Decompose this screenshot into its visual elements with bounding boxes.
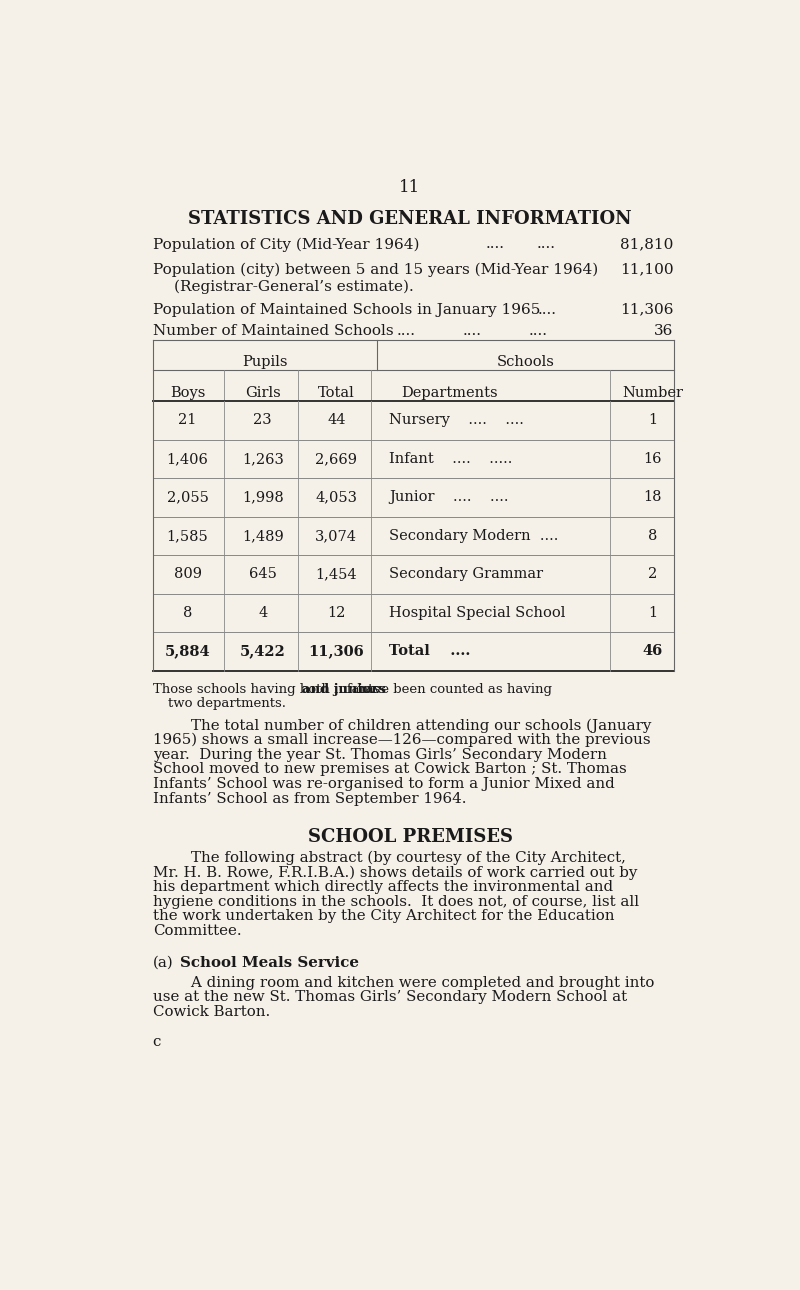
Text: Total    ....: Total .... bbox=[389, 645, 470, 658]
Text: Those schools having both infants: Those schools having both infants bbox=[153, 682, 384, 697]
Text: Pupils: Pupils bbox=[242, 355, 288, 369]
Text: Hospital Special School: Hospital Special School bbox=[389, 606, 566, 620]
Text: 21: 21 bbox=[178, 414, 197, 427]
Text: Total: Total bbox=[318, 386, 354, 400]
Text: STATISTICS AND GENERAL INFORMATION: STATISTICS AND GENERAL INFORMATION bbox=[188, 210, 632, 228]
Text: School Meals Service: School Meals Service bbox=[180, 956, 359, 970]
Text: Girls: Girls bbox=[245, 386, 281, 400]
Text: 1: 1 bbox=[648, 606, 657, 620]
Text: Cowick Barton.: Cowick Barton. bbox=[153, 1005, 270, 1019]
Text: 46: 46 bbox=[642, 645, 662, 658]
Text: ....: .... bbox=[397, 324, 416, 338]
Text: year.  During the year St. Thomas Girls’ Secondary Modern: year. During the year St. Thomas Girls’ … bbox=[153, 748, 606, 761]
Text: the work undertaken by the City Architect for the Education: the work undertaken by the City Architec… bbox=[153, 909, 614, 924]
Text: ....: .... bbox=[462, 324, 482, 338]
Text: 2,669: 2,669 bbox=[315, 451, 358, 466]
Text: Population of Maintained Schools in January 1965: Population of Maintained Schools in Janu… bbox=[153, 303, 540, 316]
Text: Number: Number bbox=[622, 386, 683, 400]
Text: 11: 11 bbox=[399, 179, 421, 196]
Text: use at the new St. Thomas Girls’ Secondary Modern School at: use at the new St. Thomas Girls’ Seconda… bbox=[153, 991, 627, 1004]
Text: hygiene conditions in the schools.  It does not, of course, list all: hygiene conditions in the schools. It do… bbox=[153, 895, 639, 908]
Text: 645: 645 bbox=[249, 568, 277, 582]
Text: 1,585: 1,585 bbox=[166, 529, 209, 543]
Text: Schools: Schools bbox=[497, 355, 554, 369]
Text: 11,306: 11,306 bbox=[309, 645, 364, 658]
Text: 18: 18 bbox=[643, 490, 662, 504]
Text: Infants’ School was re-organised to form a Junior Mixed and: Infants’ School was re-organised to form… bbox=[153, 777, 614, 791]
Text: ....: .... bbox=[538, 303, 557, 316]
Text: Population of City (Mid-Year 1964): Population of City (Mid-Year 1964) bbox=[153, 237, 419, 252]
Text: 44: 44 bbox=[327, 414, 346, 427]
Text: SCHOOL PREMISES: SCHOOL PREMISES bbox=[307, 828, 513, 846]
Text: The following abstract (by courtesy of the City Architect,: The following abstract (by courtesy of t… bbox=[153, 851, 626, 866]
Text: 1,998: 1,998 bbox=[242, 490, 284, 504]
Text: 3,074: 3,074 bbox=[315, 529, 358, 543]
Text: A dining room and kitchen were completed and brought into: A dining room and kitchen were completed… bbox=[153, 975, 654, 989]
Text: 8: 8 bbox=[648, 529, 658, 543]
Text: Junior    ....    ....: Junior .... .... bbox=[389, 490, 509, 504]
Text: The total number of children attending our schools (January: The total number of children attending o… bbox=[153, 719, 651, 733]
Text: Secondary Modern  ....: Secondary Modern .... bbox=[389, 529, 558, 543]
Text: 11,306: 11,306 bbox=[620, 303, 674, 316]
Text: Boys: Boys bbox=[170, 386, 206, 400]
Text: Infants’ School as from September 1964.: Infants’ School as from September 1964. bbox=[153, 792, 466, 805]
Text: 81,810: 81,810 bbox=[620, 237, 674, 252]
Text: ....: .... bbox=[486, 237, 505, 252]
Text: 11,100: 11,100 bbox=[620, 263, 674, 276]
Text: (a): (a) bbox=[153, 956, 174, 970]
Text: ....: .... bbox=[537, 237, 556, 252]
Text: 809: 809 bbox=[174, 568, 202, 582]
Text: 2: 2 bbox=[648, 568, 658, 582]
Text: and juniors: and juniors bbox=[302, 682, 386, 697]
Text: 4: 4 bbox=[258, 606, 267, 620]
Text: ....: .... bbox=[529, 324, 547, 338]
Text: 1,454: 1,454 bbox=[315, 568, 357, 582]
Text: 1: 1 bbox=[648, 414, 657, 427]
Text: 23: 23 bbox=[254, 414, 272, 427]
Text: Number of Maintained Schools: Number of Maintained Schools bbox=[153, 324, 394, 338]
Text: 5,884: 5,884 bbox=[165, 645, 210, 658]
Text: 1,406: 1,406 bbox=[166, 451, 209, 466]
Text: Committee.: Committee. bbox=[153, 924, 242, 938]
Text: Infant    ....    .....: Infant .... ..... bbox=[389, 451, 513, 466]
Text: Mr. H. B. Rowe, F.R.I.B.A.) shows details of work carried out by: Mr. H. B. Rowe, F.R.I.B.A.) shows detail… bbox=[153, 866, 637, 880]
Text: 4,053: 4,053 bbox=[315, 490, 358, 504]
Text: Secondary Grammar: Secondary Grammar bbox=[389, 568, 543, 582]
Text: 8: 8 bbox=[183, 606, 192, 620]
Text: have been counted as having: have been counted as having bbox=[353, 682, 552, 697]
Text: 5,422: 5,422 bbox=[240, 645, 286, 658]
Text: 1,263: 1,263 bbox=[242, 451, 284, 466]
Text: Nursery    ....    ....: Nursery .... .... bbox=[389, 414, 524, 427]
Text: 1965) shows a small increase—126—compared with the previous: 1965) shows a small increase—126—compare… bbox=[153, 733, 650, 747]
Text: 2,055: 2,055 bbox=[166, 490, 209, 504]
Text: 36: 36 bbox=[654, 324, 674, 338]
Text: (Registrar-General’s estimate).: (Registrar-General’s estimate). bbox=[174, 280, 414, 294]
Text: two departments.: two departments. bbox=[168, 697, 286, 710]
Text: Population (city) between 5 and 15 years (Mid-Year 1964): Population (city) between 5 and 15 years… bbox=[153, 263, 598, 277]
Text: c: c bbox=[153, 1035, 161, 1049]
Text: 1,489: 1,489 bbox=[242, 529, 284, 543]
Text: Departments: Departments bbox=[402, 386, 498, 400]
Text: 12: 12 bbox=[327, 606, 346, 620]
Text: School moved to new premises at Cowick Barton ; St. Thomas: School moved to new premises at Cowick B… bbox=[153, 762, 626, 777]
Text: his department which directly affects the invironmental and: his department which directly affects th… bbox=[153, 880, 613, 894]
Text: 16: 16 bbox=[643, 451, 662, 466]
